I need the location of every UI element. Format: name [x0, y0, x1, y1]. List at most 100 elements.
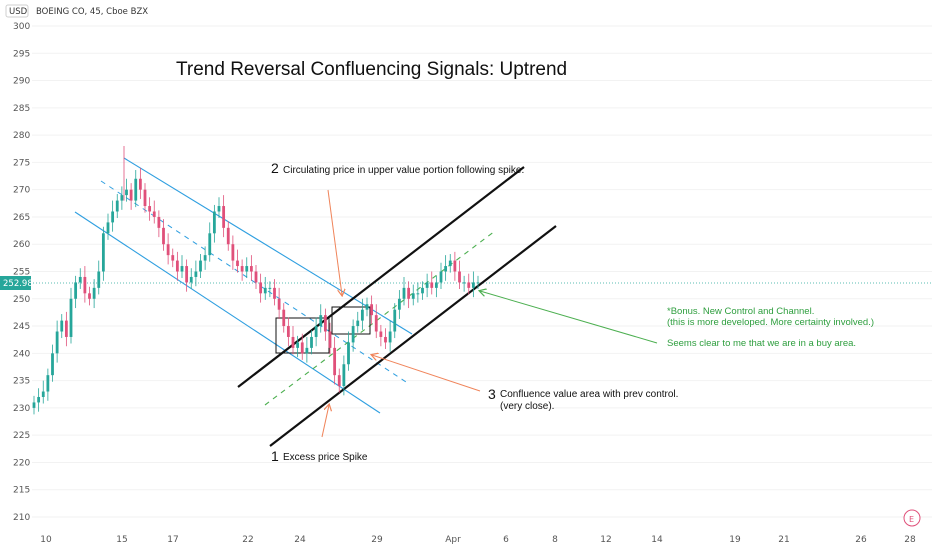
candle-body [370, 304, 374, 316]
candle-body [55, 331, 59, 354]
candle-body [286, 326, 290, 337]
candle-body [111, 211, 115, 223]
y-tick-label: 280 [13, 131, 30, 141]
candle-body [106, 222, 110, 234]
candle-body [300, 342, 304, 354]
bonus-text-3: Seems clear to me that we are in a buy a… [667, 338, 856, 349]
y-tick-label: 240 [13, 349, 30, 359]
candle-body [97, 271, 101, 288]
grid [32, 25, 932, 518]
candle-body [471, 282, 475, 288]
candle-body [189, 276, 193, 283]
candle-body [263, 287, 267, 294]
x-tick-label: 28 [904, 535, 916, 545]
candle-body [360, 309, 364, 321]
candle-body [259, 282, 263, 294]
candle-body [222, 206, 226, 228]
candle-body [60, 320, 64, 332]
candle-body [277, 298, 281, 310]
y-tick-label: 265 [13, 213, 30, 223]
candle-body [143, 189, 147, 207]
x-tick-label: 8 [552, 535, 558, 545]
channel-mid-line [100, 180, 407, 383]
candle-body [416, 293, 420, 295]
candle-body [162, 227, 165, 245]
candle-body [245, 266, 249, 272]
y-axis: 210 215 220 225 230 235 240 245 250 255 260 265 270 2… [13, 22, 30, 523]
candle-body [430, 282, 434, 288]
x-axis: 10 15 17 22 24 29 Apr 6 8 12 14 19 21 26 28 [40, 535, 916, 545]
channel-lower-line [269, 225, 557, 447]
y-tick-label: 225 [13, 431, 30, 441]
candle-body [347, 342, 350, 365]
channel-upper-line [237, 166, 525, 388]
x-tick-label: 24 [294, 535, 306, 545]
currency-badge [5, 4, 29, 18]
x-tick-label: 10 [40, 535, 52, 545]
candle-body [333, 347, 337, 376]
candle-body [328, 331, 332, 348]
earnings-badge[interactable] [903, 509, 921, 527]
candle-body [439, 271, 443, 283]
candle-body [434, 282, 438, 288]
chart-title: Trend Reversal Confluencing Signals: Upt… [176, 59, 567, 80]
candle-body [397, 298, 401, 310]
channel-upper-line [123, 157, 413, 335]
candle-body [402, 287, 406, 299]
candle-body [268, 287, 272, 289]
candle-body [476, 282, 480, 284]
annotation-1-number: 1 [271, 448, 279, 464]
x-tick-label: 22 [242, 535, 253, 545]
candle-body [171, 255, 175, 261]
x-tick-label: 21 [778, 535, 789, 545]
candle-body [337, 375, 341, 387]
candle-body [226, 227, 230, 245]
candle-body [444, 266, 448, 272]
y-tick-label: 250 [13, 295, 30, 305]
currency-label: USD [9, 7, 28, 17]
annotation-3-text-1: Confluence value area with prev control. [500, 389, 678, 400]
candle-body [273, 287, 276, 299]
green-mid-line [264, 230, 496, 406]
candle-body [282, 309, 286, 327]
candle-body [120, 195, 124, 201]
candle-body [365, 304, 369, 310]
candle-body [388, 331, 392, 343]
y-tick-label: 235 [13, 377, 30, 387]
y-tick-label: 295 [13, 49, 30, 59]
candle-body [134, 178, 138, 201]
candle-body [148, 206, 152, 212]
x-tick-label: 29 [371, 535, 383, 545]
annotation-2-number: 2 [271, 160, 279, 176]
candle-body [323, 315, 327, 332]
candle-body [37, 396, 41, 403]
candle-body [83, 276, 87, 294]
annotation-1-text: Excess price Spike [283, 452, 368, 463]
bonus-arrow [480, 291, 658, 344]
y-tick-label: 300 [13, 22, 30, 32]
y-tick-label: 245 [13, 322, 30, 332]
symbol-label: BOEING CO, 45, Cboe BZX [36, 7, 148, 17]
candle-body [41, 391, 45, 397]
annotation-1-arrow [321, 405, 329, 438]
candle-body [194, 271, 198, 277]
candle-body [69, 298, 73, 337]
candle-body [453, 260, 457, 272]
y-tick-label: 260 [13, 240, 30, 250]
y-tick-label: 270 [13, 186, 30, 196]
y-tick-label: 220 [13, 458, 30, 468]
candle-body [356, 320, 360, 327]
y-tick-label: 230 [13, 404, 30, 414]
descending-channel [74, 157, 413, 414]
y-tick-label: 210 [13, 513, 30, 523]
candle-body [411, 293, 415, 299]
last-price-tag [0, 276, 31, 290]
candle-body [185, 266, 189, 283]
channel-lower-line [74, 211, 381, 414]
candle-body [231, 244, 235, 261]
bonus-text-2: (this is more developed. More certainty … [667, 317, 874, 328]
candle-body [425, 282, 429, 288]
y-tick-label: 255 [13, 268, 30, 278]
candle-body [32, 402, 36, 408]
